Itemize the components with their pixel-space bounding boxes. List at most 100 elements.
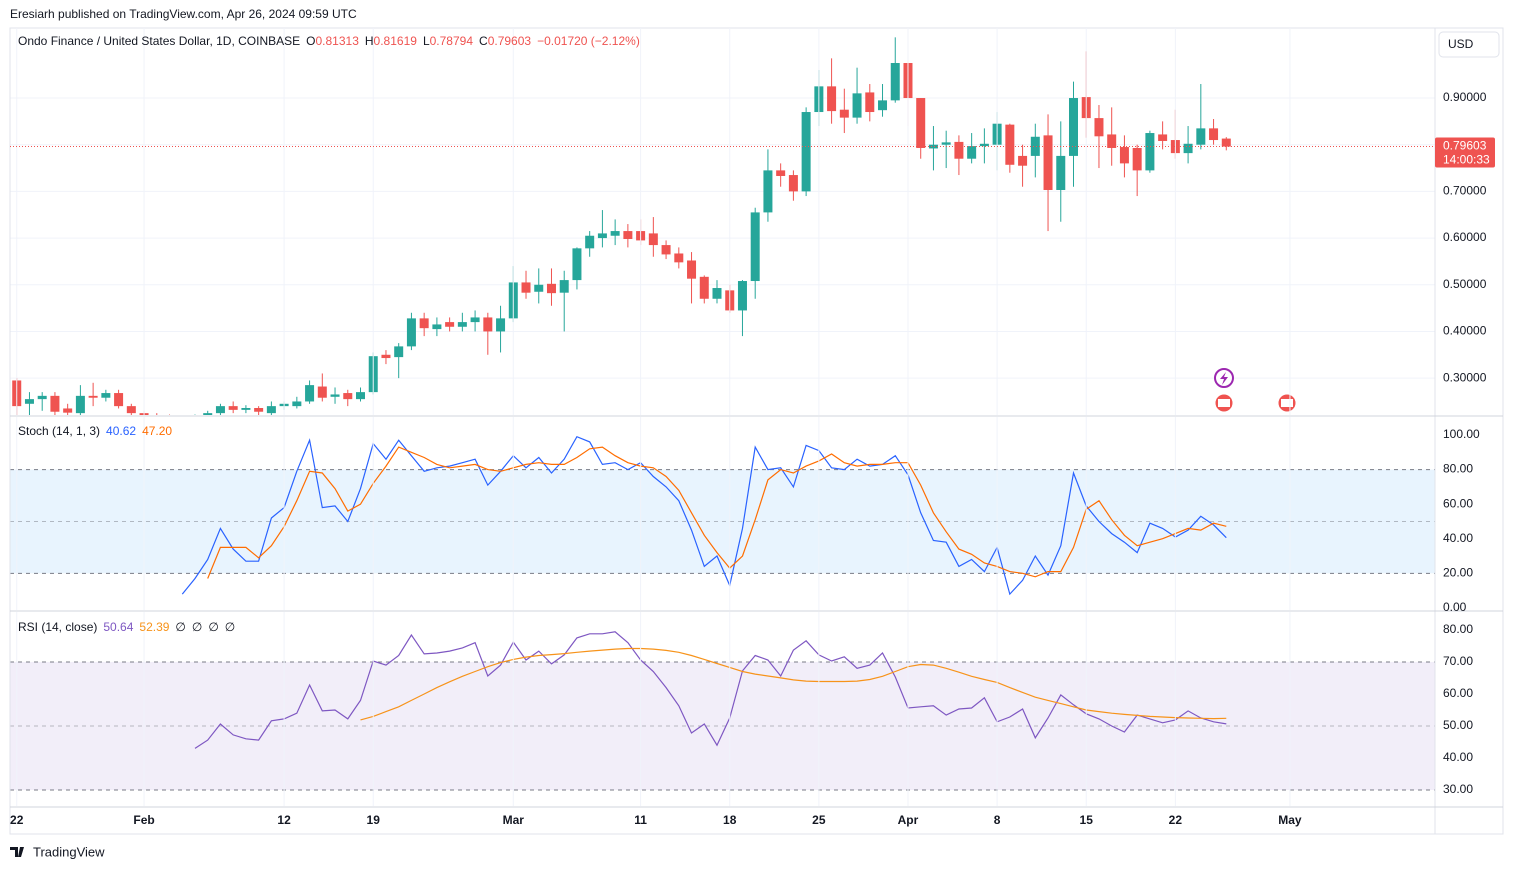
candle-body <box>330 394 340 397</box>
candle-body <box>941 142 951 145</box>
indicator-title: RSI (14, close) <box>18 620 97 634</box>
candle-body <box>292 401 302 407</box>
frame <box>9 27 1504 835</box>
y-tick-label: 0.00 <box>1443 600 1467 614</box>
candle-body <box>1107 134 1117 148</box>
candle-body <box>37 395 47 400</box>
candle-body <box>1043 135 1053 190</box>
candle-body <box>1094 118 1104 137</box>
candle-body <box>63 408 73 413</box>
candle-body <box>178 418 187 419</box>
candle-body <box>1005 124 1015 165</box>
series-line <box>194 631 1227 749</box>
legend: Stoch (14, 1, 3) 40.62 47.20 <box>18 424 172 438</box>
currency-box[interactable] <box>1438 31 1500 58</box>
last-price-box <box>1435 137 1495 168</box>
x-tick-label: Feb <box>133 813 154 827</box>
candle-body <box>827 86 837 112</box>
legend-value: 50.64 <box>103 620 133 634</box>
candle-body <box>928 144 938 149</box>
legend-value: 40.62 <box>106 424 136 438</box>
candle-body <box>661 245 671 255</box>
flag <box>1281 399 1293 407</box>
ohlc-letter: H <box>365 34 374 48</box>
na-mark: ∅ <box>192 620 202 634</box>
countdown: 14:00:33 <box>1443 153 1490 167</box>
candle-body <box>623 231 633 240</box>
candle-body <box>356 392 365 400</box>
candle-body <box>1158 134 1168 141</box>
candle-body <box>763 170 773 213</box>
candle-body <box>266 406 276 414</box>
y-tick-label: 50.00 <box>1443 718 1473 732</box>
candle-body <box>470 317 480 323</box>
pane <box>10 435 1435 596</box>
ohlc-value: 0.79603 <box>488 34 532 48</box>
candle-body <box>457 322 467 327</box>
y-tick-label: 80.00 <box>1443 462 1473 476</box>
candle-body <box>687 260 697 279</box>
y-tick-label: 0.70000 <box>1443 184 1487 198</box>
candle-body <box>852 93 862 118</box>
candle-body <box>432 324 442 330</box>
y-tick-label: 0.50000 <box>1443 277 1487 291</box>
y-tick-label: 40.00 <box>1443 531 1473 545</box>
x-tick-label: 11 <box>634 813 647 827</box>
ohlc-letter: C <box>479 34 488 48</box>
legend-value: 52.39 <box>139 620 169 634</box>
candle-body <box>878 100 888 111</box>
candle-body <box>610 231 620 236</box>
candle-body <box>890 63 900 101</box>
candle-body <box>954 141 964 159</box>
y-tick-label: 30.00 <box>1443 782 1473 796</box>
candle-body <box>317 386 327 398</box>
candle-body <box>114 393 124 407</box>
na-mark: ∅ <box>208 620 218 634</box>
x-tick-label: 22 <box>1169 813 1183 827</box>
x-tick-label: 18 <box>723 813 737 827</box>
candle-body <box>648 233 658 246</box>
candle-body <box>445 322 455 327</box>
logo-mark <box>10 847 24 857</box>
candle-body <box>1030 136 1040 156</box>
y-tick-label: 60.00 <box>1443 686 1473 700</box>
x-tick-label: 19 <box>367 813 381 827</box>
series-line <box>181 435 1227 596</box>
candle-body <box>674 253 684 263</box>
candle-body <box>305 385 315 402</box>
candle-body <box>1119 147 1129 164</box>
y-tick-label: 20.00 <box>1443 566 1473 580</box>
candle-body <box>597 233 607 239</box>
x-tick-label: Apr <box>898 813 919 827</box>
ohlc-letter: L <box>423 34 430 48</box>
symbol-title: Ondo Finance / United States Dollar, 1D,… <box>18 34 300 48</box>
y-tick-label: 0.30000 <box>1443 370 1487 384</box>
x-tick-label: 22 <box>10 813 24 827</box>
x-tick-label: 25 <box>812 813 826 827</box>
legend: Ondo Finance / United States Dollar, 1D,… <box>18 34 640 48</box>
na-mark: ∅ <box>225 620 235 634</box>
legend: RSI (14, close) 50.64 52.39 ∅ ∅ ∅ ∅ <box>18 620 235 634</box>
last-price-label: 0.79603 <box>1443 139 1487 153</box>
y-tick-label: 100.00 <box>1443 427 1480 441</box>
candle-body <box>1069 98 1078 156</box>
na-mark: ∅ <box>175 620 185 634</box>
flag <box>1218 399 1230 407</box>
candle-body <box>1018 155 1028 166</box>
candle-body <box>88 395 98 398</box>
candle-body <box>24 399 34 404</box>
pane <box>10 631 1435 791</box>
candle-body <box>241 407 251 410</box>
candle-body <box>126 406 136 414</box>
candle-body <box>381 354 391 359</box>
currency[interactable]: USD <box>1448 37 1474 51</box>
footer: TradingView <box>33 844 105 859</box>
candle-body <box>496 318 506 332</box>
candle-body <box>572 248 582 281</box>
series-line <box>360 647 1227 721</box>
candle-body <box>1183 143 1193 154</box>
candle-body <box>750 212 760 282</box>
candle-body <box>406 318 416 347</box>
x-tick-label: 8 <box>994 813 1001 827</box>
y-tick-label: 0.60000 <box>1443 230 1487 244</box>
